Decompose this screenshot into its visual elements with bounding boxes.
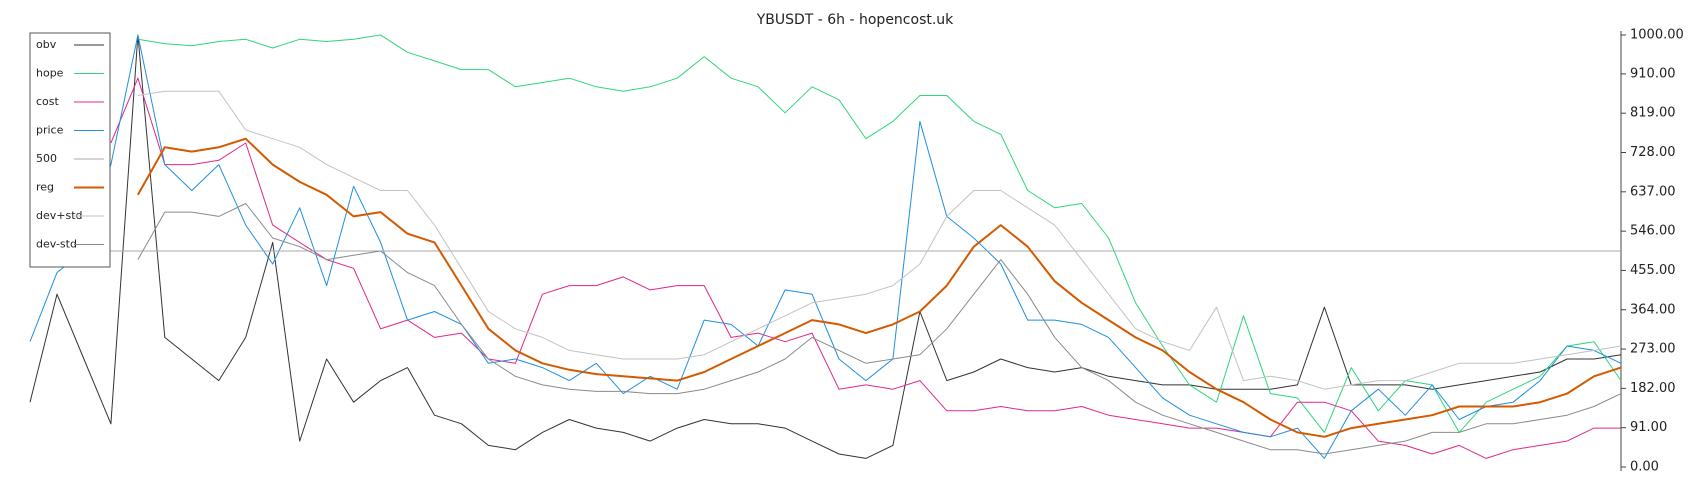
legend-label: cost [36,95,60,108]
series-line [29,34,1622,459]
y-tick-label: 728.00 [1630,145,1676,160]
legend-label: hope [36,67,64,80]
y-tick-label: 910.00 [1630,66,1676,81]
series-line [29,34,1622,459]
y-tick-label: 91.00 [1630,420,1667,435]
y-tick-label: 819.00 [1630,106,1676,121]
y-tick-label: 546.00 [1630,224,1676,239]
y-tick-label: 637.00 [1630,184,1676,199]
y-tick-label: 182.00 [1630,381,1676,396]
legend-label: dev+std [36,209,83,222]
legend-label: reg [36,181,54,194]
legend-label: 500 [36,152,57,165]
y-tick-label: 273.00 [1630,342,1676,357]
y-tick-label: 1000.00 [1630,28,1684,43]
series-line [137,203,1622,455]
series-line [137,137,1622,438]
chart-title: YBUSDT - 6h - hopencost.uk [756,12,954,28]
legend-label: obv [36,38,57,51]
legend-label: price [36,124,64,137]
series-line [110,77,1621,459]
legend-label: dev-std [36,238,77,251]
y-tick-label: 455.00 [1630,263,1676,278]
series-line [137,90,1622,390]
series-line [137,34,1622,433]
y-tick-label: 0.00 [1630,460,1659,475]
y-tick-label: 364.00 [1630,302,1676,317]
legend-box [29,32,111,268]
